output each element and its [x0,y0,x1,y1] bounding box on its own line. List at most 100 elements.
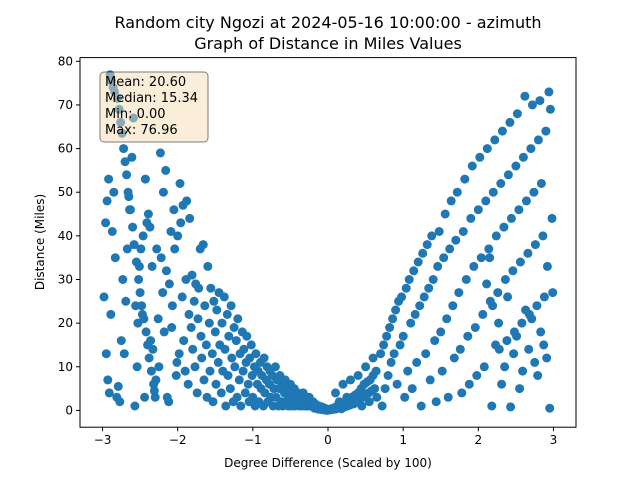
y-tick-label: 20 [58,316,73,330]
data-point [138,231,148,241]
data-point [490,135,500,145]
data-point [217,318,227,328]
data-point [491,340,501,350]
data-point [184,309,194,319]
data-point [190,362,200,372]
data-point [505,117,515,127]
data-point [134,275,144,284]
data-point [493,288,503,298]
stats-box: Mean: 20.60 Median: 15.34 Min: 0.00 Max:… [99,71,209,143]
x-tick-label: 1 [399,433,407,447]
data-point [164,279,174,289]
data-point [463,331,473,341]
data-point [127,152,137,162]
data-point [482,144,492,154]
data-point [457,388,467,398]
data-point [542,261,552,271]
data-point [464,379,474,389]
data-point [514,205,524,215]
data-point [364,397,374,407]
data-point [151,375,161,385]
data-point [103,375,113,385]
data-point [403,366,413,376]
data-point [445,244,455,254]
data-point [527,314,537,324]
data-point [136,244,146,254]
data-point [539,292,549,302]
data-point [466,213,476,223]
data-point [379,340,389,350]
x-tick-label: −3 [94,433,112,447]
x-tick-label: −2 [169,433,187,447]
data-point [141,327,151,337]
data-point [479,362,489,372]
data-point [211,379,221,389]
data-point [128,222,138,232]
data-point [146,336,156,346]
data-point [376,349,386,359]
data-point [236,401,246,411]
data-point [389,349,399,359]
data-point [488,187,498,197]
data-point [449,353,459,363]
data-point [187,270,197,280]
data-point [154,362,164,372]
data-point [434,227,444,236]
data-point [461,275,471,284]
data-point [526,144,536,154]
data-point [238,366,248,376]
data-point [502,336,512,346]
data-point [115,397,125,407]
data-point [446,196,456,206]
data-point [338,379,348,389]
data-point [130,401,140,411]
data-point [529,187,539,197]
data-point [210,327,220,337]
data-point [101,349,111,359]
data-point [349,397,359,407]
data-point [104,388,114,398]
data-point [433,261,443,271]
data-point [527,100,537,110]
data-point [259,353,269,363]
chart-title: Random city Ngozi at 2024-05-16 10:00:00… [114,13,541,32]
data-point [455,344,465,354]
data-point [491,231,501,241]
data-point [137,309,147,319]
data-point [209,296,219,306]
data-point [220,344,230,354]
data-point [246,340,256,350]
data-point [200,301,210,311]
data-point [503,292,513,302]
data-point [427,231,437,241]
data-point [101,218,111,228]
data-point [156,253,166,263]
data-point [155,148,165,158]
stats-box-background [99,71,209,143]
data-point [149,386,159,396]
data-point [143,209,153,219]
data-point [515,257,525,267]
data-point [196,331,206,341]
data-point [452,187,462,197]
data-point [443,392,453,402]
data-point [508,266,518,276]
x-axis-label: Degree Difference (Scaled by 100) [224,456,432,470]
data-point [372,392,382,402]
data-point [524,344,534,354]
data-point [164,397,174,407]
data-point [231,336,241,346]
data-point [240,388,250,398]
data-point [458,227,468,236]
data-point [392,379,402,389]
data-point [197,353,207,363]
data-point [158,187,168,197]
data-point [239,344,249,354]
data-point [176,218,186,228]
data-point [401,283,411,293]
data-point [431,397,441,407]
stat-min: Min: 0.00 [105,107,166,122]
data-point [521,305,531,315]
data-point [198,240,208,250]
